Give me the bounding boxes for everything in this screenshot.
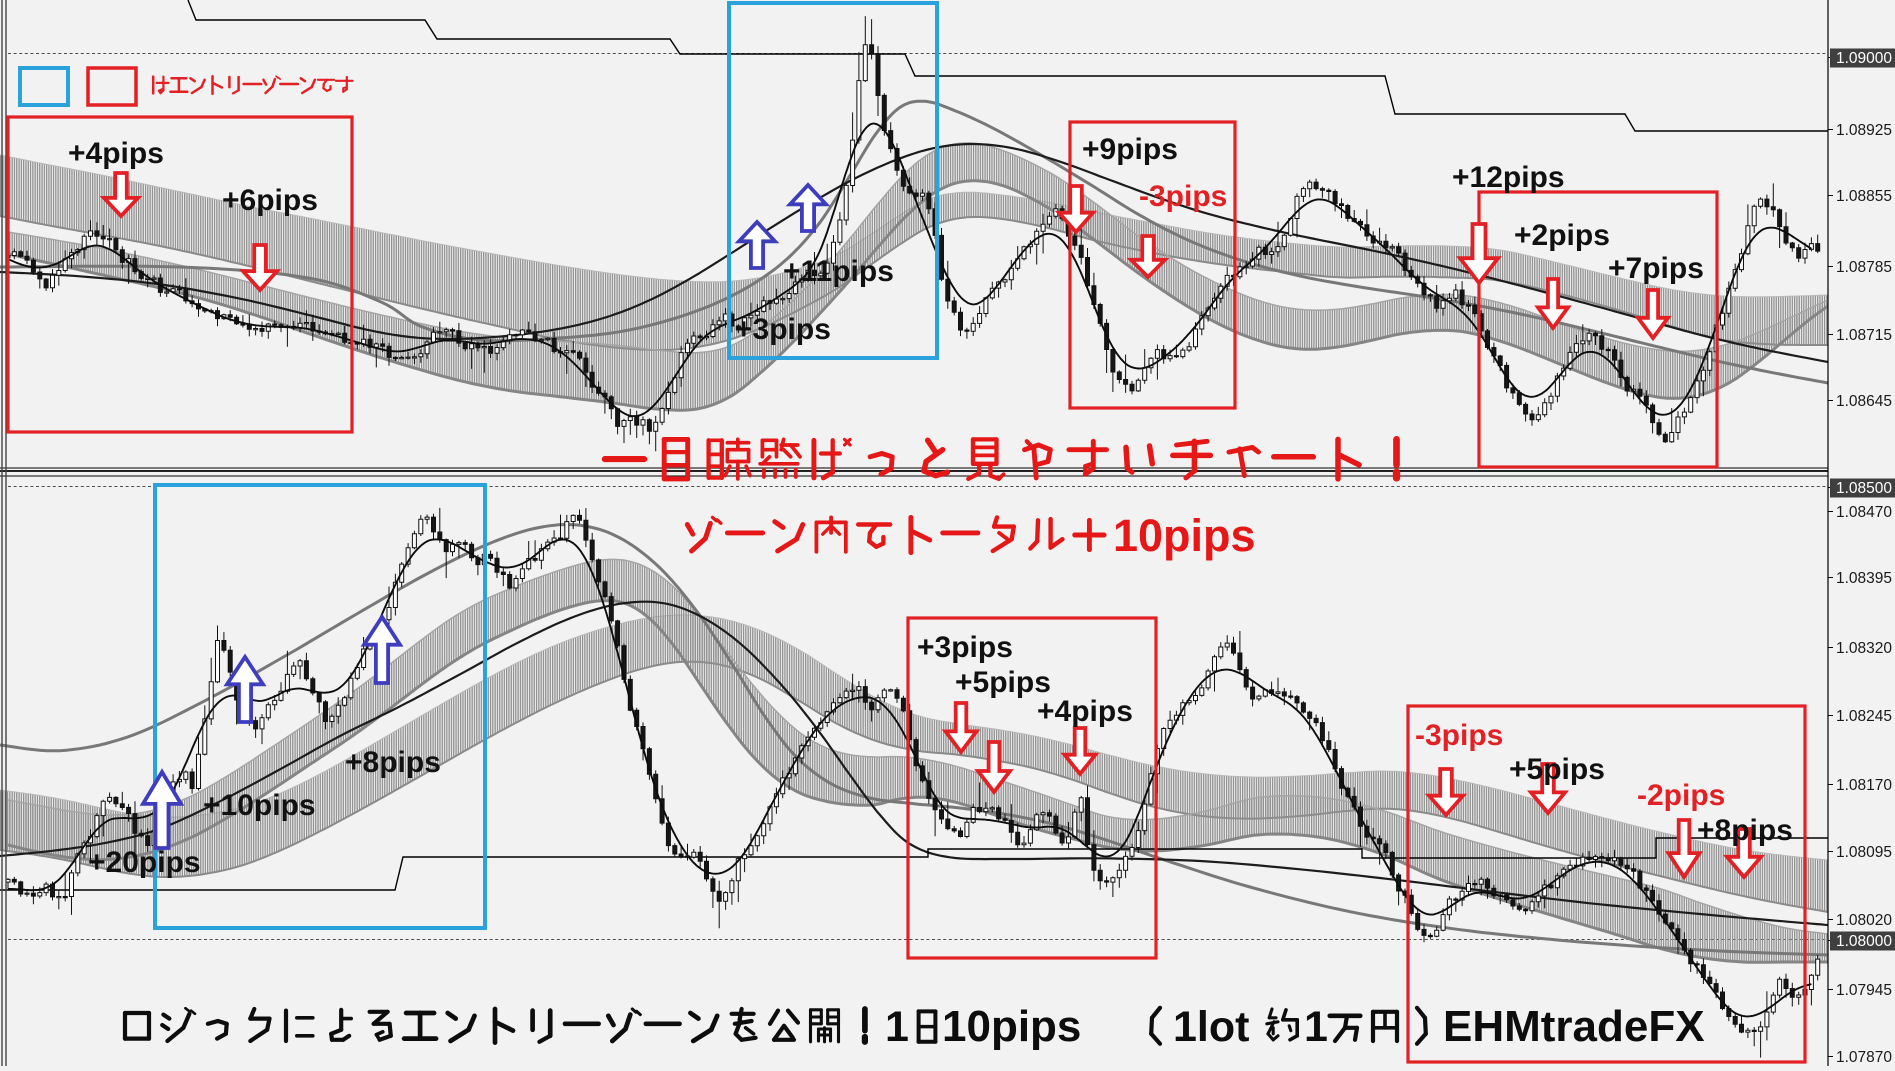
svg-text:-2pips: -2pips <box>1637 779 1725 812</box>
svg-text:1.07945: 1.07945 <box>1836 982 1892 999</box>
svg-text:1.08645: 1.08645 <box>1836 393 1892 410</box>
svg-text:10pips: 10pips <box>942 1002 1081 1051</box>
svg-text:1.08245: 1.08245 <box>1836 708 1892 725</box>
svg-text:-3pips: -3pips <box>1139 180 1227 213</box>
svg-text:+4pips: +4pips <box>68 137 164 170</box>
svg-text:+3pips: +3pips <box>917 631 1013 664</box>
svg-text:1.08020: 1.08020 <box>1836 912 1892 929</box>
svg-text:1.08170: 1.08170 <box>1836 777 1892 794</box>
svg-text:+8pips: +8pips <box>1697 814 1793 847</box>
svg-text:1lot: 1lot <box>1173 1003 1249 1051</box>
svg-text:+11pips: +11pips <box>783 255 894 288</box>
svg-text:+9pips: +9pips <box>1082 133 1178 166</box>
svg-text:+12pips: +12pips <box>1452 161 1565 194</box>
svg-text:+7pips: +7pips <box>1608 252 1704 285</box>
svg-text:10pips: 10pips <box>1113 510 1256 561</box>
svg-text:-3pips: -3pips <box>1415 719 1503 752</box>
svg-text:+20pips: +20pips <box>88 846 201 879</box>
svg-text:1.08855: 1.08855 <box>1836 188 1892 205</box>
svg-text:1.08785: 1.08785 <box>1836 259 1892 276</box>
svg-text:+2pips: +2pips <box>1514 219 1610 252</box>
svg-text:1.08320: 1.08320 <box>1836 640 1892 657</box>
svg-text:1: 1 <box>885 1003 909 1051</box>
svg-text:1.08000: 1.08000 <box>1836 933 1892 950</box>
svg-text:+3pips: +3pips <box>735 313 831 346</box>
svg-text:1.08470: 1.08470 <box>1836 504 1892 521</box>
svg-text:1.08095: 1.08095 <box>1836 844 1892 861</box>
svg-text:1.08715: 1.08715 <box>1836 327 1892 344</box>
svg-text:1.08395: 1.08395 <box>1836 570 1892 587</box>
svg-text:1.07870: 1.07870 <box>1836 1049 1892 1066</box>
svg-text:1.08925: 1.08925 <box>1836 122 1892 139</box>
svg-text:EHMtradeFX: EHMtradeFX <box>1443 1002 1705 1051</box>
svg-text:1.08500: 1.08500 <box>1836 480 1892 497</box>
svg-text:+5pips: +5pips <box>1509 753 1605 786</box>
svg-text:+4pips: +4pips <box>1037 695 1133 728</box>
svg-text:+6pips: +6pips <box>222 184 318 217</box>
svg-text:1: 1 <box>1304 1003 1328 1051</box>
svg-text:+8pips: +8pips <box>345 746 441 779</box>
svg-text:1.09000: 1.09000 <box>1836 50 1892 67</box>
svg-text:+10pips: +10pips <box>203 789 316 822</box>
